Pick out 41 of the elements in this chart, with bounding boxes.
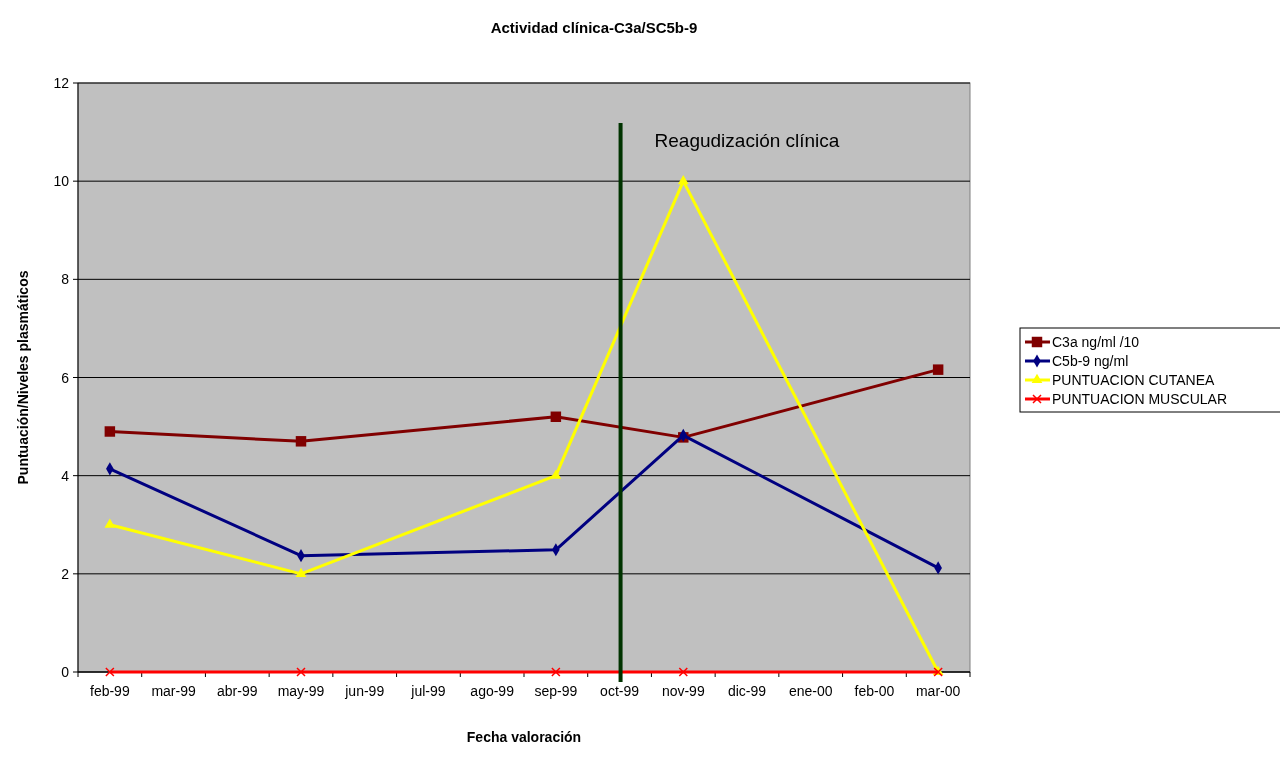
y-tick-label: 4 [61, 467, 70, 484]
y-tick-label: 6 [61, 369, 70, 386]
x-axis-title: Fecha valoración [466, 729, 582, 745]
x-tick-label: nov-99 [661, 683, 705, 699]
x-tick-label: jul-99 [410, 683, 446, 699]
legend-label: C3a ng/ml /10 [1052, 334, 1140, 350]
x-tick-label: abr-99 [217, 683, 258, 699]
x-tick-label: feb-99 [90, 683, 130, 699]
x-tick-label: may-99 [277, 683, 325, 699]
y-tick-label: 12 [53, 75, 70, 91]
x-tick-label: mar-99 [151, 683, 196, 699]
point [104, 426, 116, 437]
legend-label: PUNTUACION CUTANEA [1052, 372, 1215, 388]
legend-label: C5b-9 ng/ml [1052, 353, 1129, 369]
point [550, 469, 562, 479]
y-tick-label: 0 [61, 664, 70, 680]
x-tick-label: dic-99 [727, 683, 767, 699]
ref-line-label: Reagudización clínica [654, 130, 840, 151]
point [551, 667, 561, 677]
point [105, 667, 115, 677]
point [295, 567, 307, 577]
y-tick-label: 10 [53, 173, 70, 190]
point [932, 364, 944, 375]
point [677, 174, 689, 185]
y-tick-label: 8 [61, 271, 70, 288]
point [678, 667, 689, 677]
y-axis-title: Puntuación/Niveles plasmáticos [15, 270, 31, 485]
chart-title: Actividad clínica-C3a/SC5b-9 [490, 19, 698, 36]
legend-label: PUNTUACION MUSCULAR [1052, 391, 1228, 407]
x-tick-label: oct-99 [600, 683, 640, 699]
point [296, 667, 306, 677]
point [104, 518, 116, 528]
x-tick-label: ago-99 [470, 683, 515, 699]
x-tick-label: jun-99 [344, 683, 385, 699]
x-tick-label: feb-00 [854, 683, 895, 699]
y-tick-label: 2 [61, 565, 70, 582]
point [550, 411, 562, 423]
x-tick-label: mar-00 [915, 683, 961, 699]
point [295, 436, 307, 447]
x-tick-label: sep-99 [534, 683, 578, 699]
x-tick-label: ene-00 [788, 683, 833, 699]
